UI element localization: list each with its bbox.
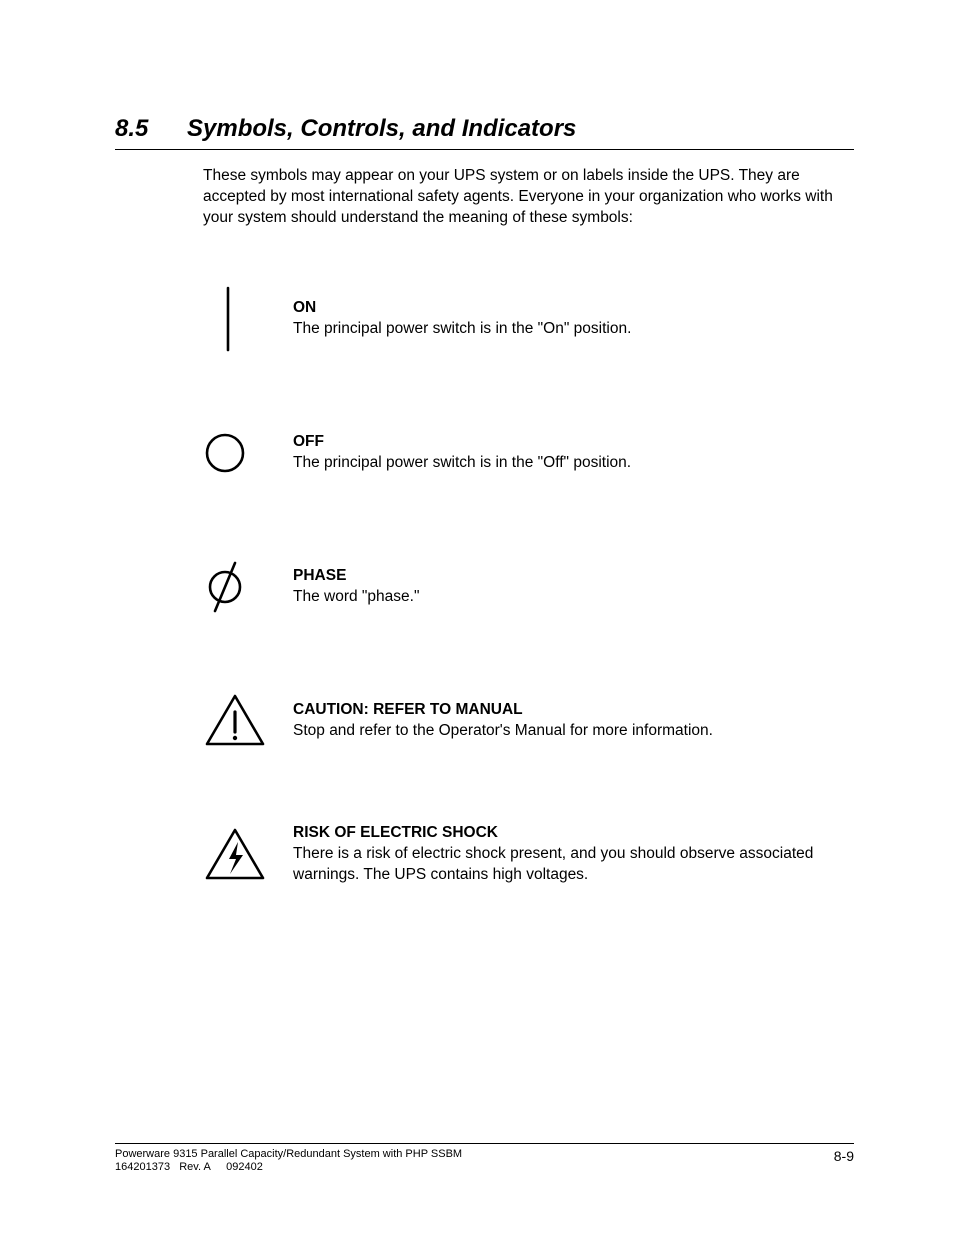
footer-date: 092402 xyxy=(226,1161,263,1173)
symbol-label: PHASE xyxy=(293,567,346,584)
symbol-description: The principal power switch is in the "On… xyxy=(293,320,631,337)
symbol-label: RISK OF ELECTRIC SHOCK xyxy=(293,824,498,841)
symbol-text-off: OFF The principal power switch is in the… xyxy=(293,432,631,474)
symbol-row-phase: PHASE The word "phase." xyxy=(203,547,854,627)
phase-icon xyxy=(203,555,293,619)
footer-meta: 164201373 Rev. A 092402 xyxy=(115,1161,462,1175)
symbol-row-shock: RISK OF ELECTRIC SHOCK There is a risk o… xyxy=(203,815,854,895)
shock-triangle-icon xyxy=(203,826,293,884)
off-circle-icon xyxy=(203,428,293,478)
symbol-description: The word "phase." xyxy=(293,588,419,605)
section-title: Symbols, Controls, and Indicators xyxy=(187,115,576,143)
footer-left: Powerware 9315 Parallel Capacity/Redunda… xyxy=(115,1148,462,1176)
page-footer: Powerware 9315 Parallel Capacity/Redunda… xyxy=(115,1143,854,1176)
symbol-text-shock: RISK OF ELECTRIC SHOCK There is a risk o… xyxy=(293,823,854,886)
symbol-description: Stop and refer to the Operator's Manual … xyxy=(293,722,713,739)
page-content: 8.5 Symbols, Controls, and Indicators Th… xyxy=(0,0,954,895)
symbol-row-off: OFF The principal power switch is in the… xyxy=(203,413,854,493)
symbol-label: OFF xyxy=(293,433,324,450)
footer-rev: Rev. A xyxy=(179,1161,211,1173)
symbol-row-caution: CAUTION: REFER TO MANUAL Stop and refer … xyxy=(203,681,854,761)
symbol-description: There is a risk of electric shock presen… xyxy=(293,845,813,883)
intro-paragraph: These symbols may appear on your UPS sys… xyxy=(203,166,854,229)
section-number: 8.5 xyxy=(115,115,187,143)
on-line-icon xyxy=(203,282,293,356)
symbol-text-caution: CAUTION: REFER TO MANUAL Stop and refer … xyxy=(293,700,713,742)
symbol-row-on: ON The principal power switch is in the … xyxy=(203,279,854,359)
footer-page-number: 8-9 xyxy=(834,1148,854,1164)
symbol-description: The principal power switch is in the "Of… xyxy=(293,454,631,471)
caution-triangle-icon xyxy=(203,692,293,750)
symbol-text-on: ON The principal power switch is in the … xyxy=(293,298,631,340)
symbol-label: ON xyxy=(293,299,316,316)
footer-partno: 164201373 xyxy=(115,1161,170,1173)
footer-title: Powerware 9315 Parallel Capacity/Redunda… xyxy=(115,1148,462,1162)
symbol-text-phase: PHASE The word "phase." xyxy=(293,566,419,608)
symbol-label: CAUTION: REFER TO MANUAL xyxy=(293,701,523,718)
section-heading: 8.5 Symbols, Controls, and Indicators xyxy=(115,115,854,150)
